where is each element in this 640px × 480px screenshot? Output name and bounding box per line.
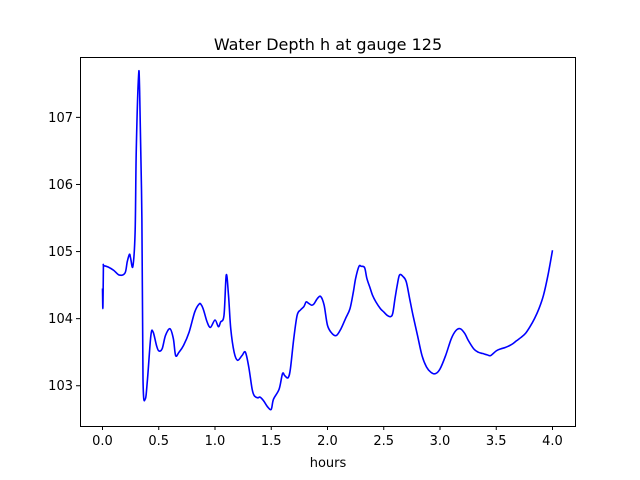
x-tick-label: 0.5 <box>148 434 169 449</box>
y-axis: 103 104 105 106 107 <box>48 111 80 394</box>
x-tick-label: 4.0 <box>542 434 563 449</box>
y-tick-label: 107 <box>48 111 73 126</box>
x-axis-label: hours <box>310 456 347 471</box>
y-tick-label: 106 <box>48 178 73 193</box>
series-line <box>101 69 554 411</box>
x-tick-label: 3.0 <box>430 434 451 449</box>
x-axis: 0.0 0.5 1.0 1.5 2.0 2.5 3.0 3.5 4.0 <box>92 426 563 449</box>
chart-title: Water Depth h at gauge 125 <box>214 35 442 54</box>
plot-frame <box>80 57 576 427</box>
x-tick-label: 2.5 <box>373 434 394 449</box>
x-tick-label: 1.0 <box>205 434 226 449</box>
x-tick-label: 3.5 <box>486 434 507 449</box>
x-tick-label: 1.5 <box>261 434 282 449</box>
y-tick-label: 105 <box>48 245 73 260</box>
y-tick-label: 103 <box>48 379 73 394</box>
plot-series <box>101 69 554 411</box>
x-tick-label: 0.0 <box>92 434 113 449</box>
y-tick-label: 104 <box>48 312 73 327</box>
x-tick-label: 2.0 <box>317 434 338 449</box>
